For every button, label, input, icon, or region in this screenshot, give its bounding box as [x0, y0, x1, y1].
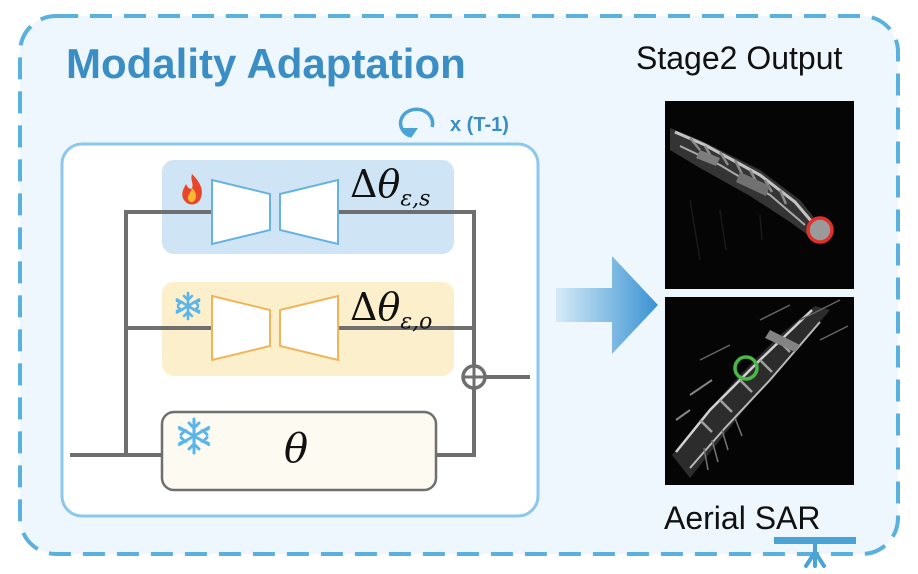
theta-symbol: θ: [377, 285, 401, 329]
adapter-s-subscript: ε,s: [400, 186, 431, 212]
base-module-block: [160, 410, 438, 492]
base-module-label: θ: [284, 426, 309, 472]
adapter-s-bottleneck: [211, 178, 339, 246]
loop-count-label: x (T-1): [450, 114, 509, 136]
loop-arrow-icon: [398, 107, 435, 138]
wiring: [70, 210, 530, 457]
delta-symbol: Δ: [350, 285, 378, 329]
caption-prefix: Aerial: [664, 500, 755, 536]
panel-title: Modality Adaptation: [66, 40, 466, 87]
flow-arrow: [556, 256, 658, 354]
adapter-o-label: Δθε,o: [350, 285, 432, 335]
caption-highlight: SAR: [754, 500, 821, 536]
sum-node: [461, 364, 487, 390]
snowflake-icon-base: [177, 417, 211, 455]
adapter-s-label: Δθε,s: [350, 162, 430, 212]
theta-symbol: θ: [377, 162, 401, 206]
adapter-o-bottleneck: [211, 294, 339, 362]
fire-icon: [182, 174, 202, 205]
sar-image-output: [665, 101, 854, 289]
sar-highlight-marker: [774, 537, 856, 568]
sar-image-input: [665, 297, 854, 485]
stage-output-title: Stage2 Output: [636, 40, 843, 76]
snowflake-icon: [175, 291, 201, 321]
delta-symbol: Δ: [350, 162, 378, 206]
image-caption: Aerial SAR: [664, 500, 821, 537]
adapter-o-subscript: ε,o: [400, 309, 433, 335]
